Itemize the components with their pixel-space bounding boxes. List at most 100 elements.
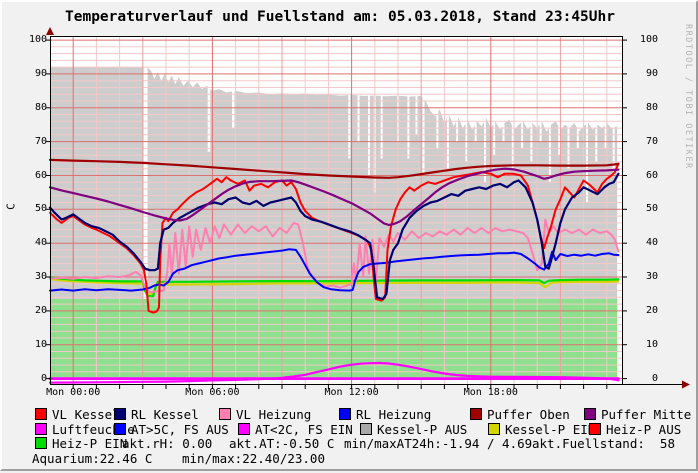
area-gap: [484, 118, 486, 182]
legend-label: Kessel-P AUS: [377, 421, 468, 437]
legend-item: AT<2C, FS EIN: [238, 421, 353, 437]
x-tick-label: Mon 00:00: [46, 387, 101, 398]
legend-label: akt.AT:-0.50 C: [229, 436, 335, 451]
gridlines: [50, 35, 623, 385]
y-axis-arrow-icon: [46, 26, 54, 35]
axis-ticks: [46, 39, 627, 389]
y-tick-label-left: 70: [34, 135, 47, 147]
series-puffer-mitte: [48, 167, 620, 226]
area-gap: [604, 122, 607, 148]
legend-item: min/maxAT24h:-1.94 / 4.69: [344, 437, 532, 451]
y-tick-label-right: 0: [651, 372, 658, 384]
legend-label: min/max:22.40/23.00: [182, 450, 325, 466]
legend-row: VL Kessel RL Kessel VL Heizung RL Heizung Pu…: [2, 408, 698, 422]
legend-row: Luftfeuchte AT>5C, FS AUS AT<2C, FS EIN Kes…: [2, 421, 698, 437]
legend-label: RL Kessel: [131, 407, 199, 422]
area-gap: [612, 125, 615, 175]
area-gap: [539, 121, 542, 142]
legend-label: Heiz-P AUS: [606, 421, 682, 437]
legend-label: Kessel-P EIN: [505, 421, 596, 437]
area-gap: [456, 118, 459, 142]
y-tick-label-right: 60: [645, 169, 658, 181]
area-gap: [576, 127, 579, 148]
plot-frame: [50, 35, 623, 385]
area-gap: [422, 97, 425, 175]
legend-label: Puffer Oben: [487, 407, 570, 422]
y-tick-label-left: 10: [34, 338, 47, 350]
legend-swatch: [219, 408, 231, 420]
legend-item: akt.AT:-0.50 C: [229, 437, 334, 451]
legend-swatch: [584, 408, 596, 420]
legend-item: akt.rH: 0.00: [122, 437, 212, 451]
rrdtool-watermark: RRDTOOL / TOBI OETIKER: [683, 24, 693, 170]
chart-title: Temperaturverlauf und Fuellstand am: 05.…: [65, 9, 615, 25]
series-kessel-p-ein: [48, 277, 620, 296]
legend-swatch: [470, 408, 482, 420]
y-tick-label-left: 80: [34, 101, 47, 113]
legend-swatch: [238, 422, 250, 435]
area-gap: [511, 125, 514, 169]
legend-item: Kessel-P AUS: [360, 421, 468, 437]
series-rl-heizung: [49, 247, 620, 292]
legend-label: Puffer Mitte: [601, 407, 692, 422]
area-gap: [407, 95, 410, 158]
legend-row: Heiz-P EIN akt.rH: 0.00 akt.AT:-0.50 C min/…: [2, 437, 698, 451]
legend-item: Puffer Mitte: [584, 408, 691, 422]
x-tick-label: Mon 06:00: [185, 387, 240, 398]
series-puffer-oben: [48, 158, 620, 179]
legend-item: Aquarium:22.46 C: [32, 451, 152, 466]
legend-swatch: [488, 422, 500, 435]
y-tick-label-left: 50: [34, 203, 47, 215]
legend-item: Puffer Oben: [470, 408, 570, 422]
y-tick-label-left: 40: [34, 237, 47, 249]
y-tick-label-left: 90: [34, 67, 47, 79]
x-axis-arrow-icon: [682, 380, 690, 388]
area-gap: [567, 125, 570, 169]
legend-label: akt.rH: 0.00: [122, 436, 213, 451]
legend-swatch: [114, 422, 126, 435]
series-heiz-p-ein: [48, 275, 620, 297]
area-gap: [348, 93, 351, 158]
legend-item: VL Heizung: [219, 408, 311, 422]
area-gap: [474, 121, 477, 142]
y-tick-label-right: 10: [645, 338, 658, 350]
x-tick-label: Mon 12:00: [324, 387, 379, 398]
area-gap: [558, 126, 561, 155]
legend-label: akt.Fuellstand: 58: [532, 436, 675, 451]
area-gap: [232, 89, 235, 128]
y-tick-label-right: 70: [645, 135, 658, 147]
legend-label: AT>5C, FS AUS: [131, 421, 229, 437]
legend-item: VL Kessel: [35, 408, 120, 422]
y-tick-label-left: 20: [34, 304, 47, 316]
y-tick-label-right: 40: [645, 237, 658, 249]
legend-item: AT>5C, FS AUS: [114, 421, 229, 437]
legend-item: Heiz-P EIN: [35, 437, 127, 451]
chart-legend: VL Kessel RL Kessel VL Heizung RL Heizung Pu…: [2, 406, 698, 468]
area-gap: [143, 65, 148, 378]
legend-swatch: [339, 408, 351, 420]
x-tick-label: Mon 18:00: [463, 387, 518, 398]
legend-row: Aquarium:22.46 C min/max:22.40/23.00: [2, 450, 698, 466]
legend-label: min/maxAT24h:-1.94 / 4.69: [344, 436, 533, 451]
legend-label: Heiz-P EIN: [52, 436, 128, 451]
y-tick-label-left: 60: [34, 169, 47, 181]
legend-item: akt.Fuellstand: 58: [532, 437, 675, 451]
area-gap: [207, 86, 211, 152]
y-tick-label-right: 20: [645, 304, 658, 316]
y-tick-label-right: 80: [645, 101, 658, 113]
y-tick-label-left: 30: [34, 271, 47, 282]
area-gap: [502, 123, 505, 142]
area-gap: [415, 94, 418, 135]
y-tick-label-left: 0: [40, 372, 47, 384]
y-tick-label-right: 90: [645, 67, 658, 79]
legend-label: VL Heizung: [236, 407, 312, 422]
area-gap: [586, 122, 588, 202]
legend-swatch: [114, 408, 126, 420]
series-aussentemperatur: [48, 361, 620, 384]
area-gap: [436, 111, 439, 148]
legend-label: AT<2C, FS EIN: [255, 421, 353, 437]
plot-svg: [46, 26, 690, 389]
legend-swatch: [360, 422, 372, 435]
